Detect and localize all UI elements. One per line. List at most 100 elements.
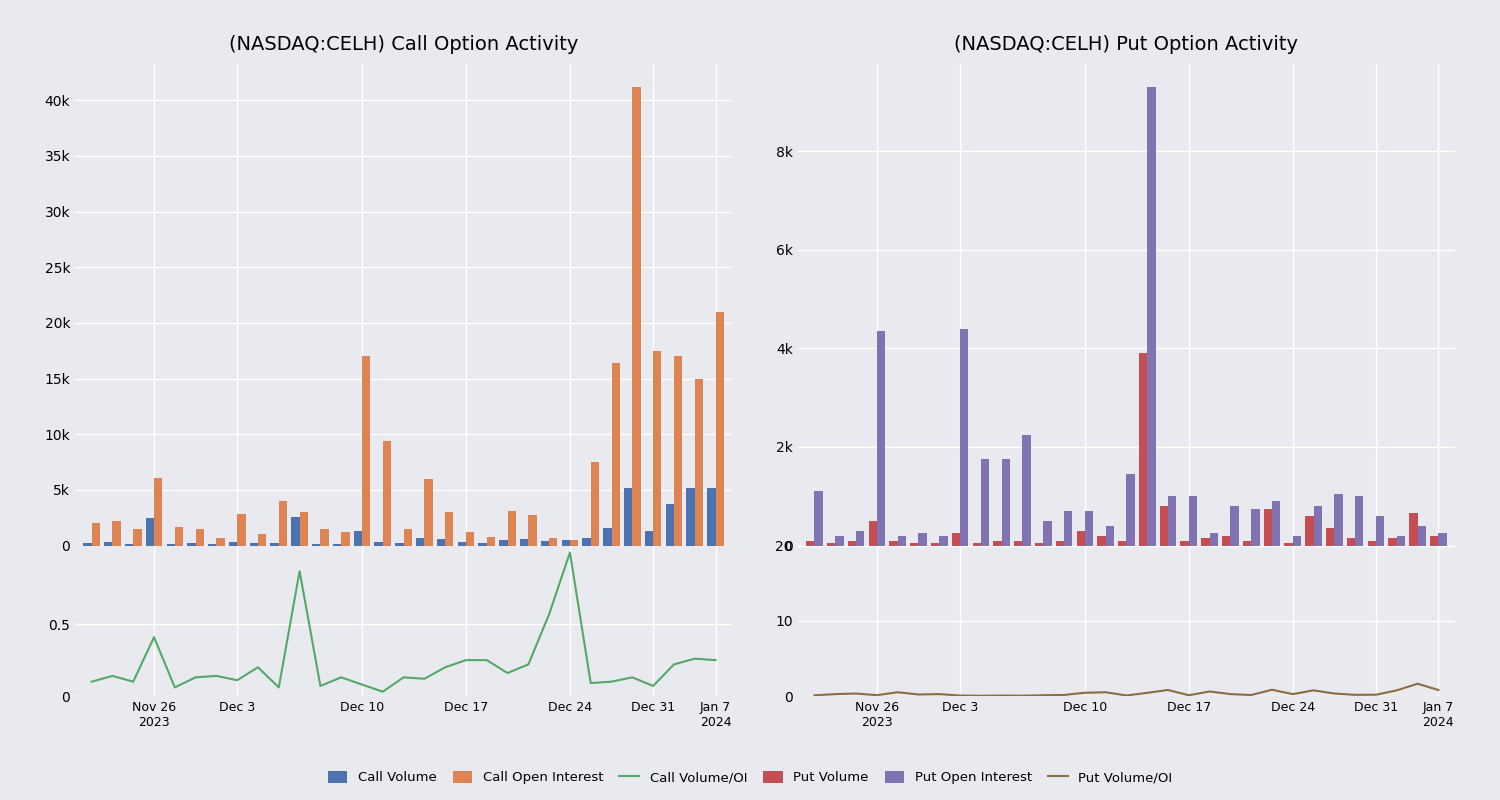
Bar xyxy=(1064,511,1072,546)
Bar xyxy=(1002,459,1010,546)
Bar xyxy=(1326,528,1335,546)
Bar xyxy=(258,534,267,546)
Bar xyxy=(1202,538,1209,546)
Bar xyxy=(1376,516,1384,546)
Bar xyxy=(1035,543,1042,546)
Bar xyxy=(856,530,864,546)
Bar xyxy=(84,543,92,546)
Bar xyxy=(1023,434,1031,546)
Bar xyxy=(1272,501,1281,546)
Bar xyxy=(478,543,488,546)
Bar xyxy=(542,541,549,546)
Bar xyxy=(436,539,445,546)
Bar xyxy=(972,543,981,546)
Bar xyxy=(897,536,906,546)
Bar xyxy=(652,350,662,546)
Bar xyxy=(176,526,183,546)
Bar xyxy=(827,543,836,546)
Title: (NASDAQ:CELH) Put Option Activity: (NASDAQ:CELH) Put Option Activity xyxy=(954,35,1299,54)
Bar xyxy=(1118,541,1126,546)
Title: (NASDAQ:CELH) Call Option Activity: (NASDAQ:CELH) Call Option Activity xyxy=(230,35,579,54)
Bar xyxy=(333,544,340,546)
Bar xyxy=(500,540,507,546)
Bar xyxy=(424,478,432,546)
Bar xyxy=(591,462,598,546)
Bar xyxy=(1077,530,1084,546)
Bar xyxy=(716,312,724,546)
Bar xyxy=(216,538,225,546)
Bar xyxy=(1160,506,1168,546)
Bar xyxy=(1042,521,1052,546)
Bar xyxy=(1138,354,1148,546)
Bar xyxy=(416,538,424,546)
Bar xyxy=(1230,506,1239,546)
Bar xyxy=(146,518,154,546)
Bar xyxy=(1244,541,1251,546)
Bar xyxy=(612,363,620,546)
Bar xyxy=(1251,509,1260,546)
Bar xyxy=(520,539,528,546)
Bar xyxy=(633,87,640,546)
Bar xyxy=(932,543,939,546)
Bar xyxy=(230,542,237,546)
Bar xyxy=(1389,538,1396,546)
Bar xyxy=(549,538,558,546)
Bar xyxy=(951,533,960,546)
Bar xyxy=(209,545,216,546)
Bar xyxy=(1354,496,1364,546)
Bar xyxy=(694,378,703,546)
Bar xyxy=(1263,509,1272,546)
Bar xyxy=(1014,541,1023,546)
Bar xyxy=(960,329,969,546)
Bar xyxy=(939,536,948,546)
Bar xyxy=(1408,514,1418,546)
Bar xyxy=(1126,474,1134,546)
Bar xyxy=(836,536,843,546)
Bar xyxy=(645,531,652,546)
Bar xyxy=(1438,533,1446,546)
Bar xyxy=(382,441,392,546)
Bar xyxy=(362,356,370,546)
Bar xyxy=(1293,536,1300,546)
Bar xyxy=(561,540,570,546)
Bar xyxy=(291,517,300,546)
Bar xyxy=(1190,496,1197,546)
Bar xyxy=(1284,543,1293,546)
Bar xyxy=(603,528,612,546)
Bar xyxy=(396,543,404,546)
Bar xyxy=(624,488,633,546)
Bar xyxy=(910,543,918,546)
Bar xyxy=(446,512,453,546)
Bar xyxy=(528,515,537,546)
Bar xyxy=(279,501,286,546)
Bar xyxy=(1314,506,1322,546)
Bar xyxy=(878,331,885,546)
Bar xyxy=(1084,511,1094,546)
Bar xyxy=(92,523,100,546)
Bar xyxy=(1396,536,1406,546)
Bar xyxy=(1180,541,1190,546)
Bar xyxy=(1056,541,1064,546)
Bar xyxy=(674,356,682,546)
Bar xyxy=(918,533,927,546)
Bar xyxy=(1098,536,1106,546)
Bar xyxy=(237,514,246,546)
Bar xyxy=(466,532,474,546)
Bar xyxy=(134,529,141,546)
Bar xyxy=(104,542,112,546)
Bar xyxy=(354,531,362,546)
Bar xyxy=(1222,536,1230,546)
Bar xyxy=(404,529,412,546)
Bar xyxy=(806,541,814,546)
Bar xyxy=(1368,541,1376,546)
Bar xyxy=(249,543,258,546)
Bar xyxy=(300,512,307,546)
Bar xyxy=(188,543,195,546)
Bar xyxy=(847,541,856,546)
Bar xyxy=(868,521,877,546)
Bar xyxy=(1305,516,1314,546)
Bar xyxy=(321,529,328,546)
Bar xyxy=(507,511,516,546)
Bar xyxy=(1148,87,1155,546)
Bar xyxy=(1430,536,1438,546)
